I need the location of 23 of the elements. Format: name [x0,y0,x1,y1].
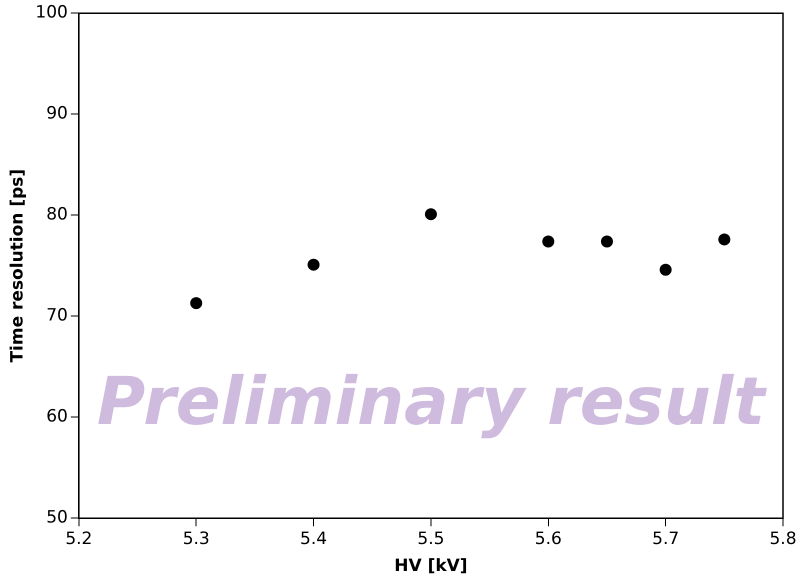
x-tick-label: 5.7 [652,528,680,549]
point [308,258,320,271]
point [542,235,554,248]
y-tick-label: 50 [46,508,68,528]
point [190,297,202,310]
point [424,208,437,220]
x-tick-label: 5.2 [65,528,92,549]
y-tick-label: 70 [46,306,68,326]
x-tick-label: 5.8 [769,528,797,549]
point [660,264,672,276]
annotation: Preliminary result [96,363,768,440]
point [718,233,730,246]
x-tick-label: 5.5 [417,528,444,549]
y-tick-label: 60 [46,406,68,427]
y-axis-title: Time resolution [ps] [8,168,28,363]
x-tick-label: 5.3 [182,528,210,549]
x-axis-title: HV [kV] [394,556,468,576]
y-tick-label: 100 [35,2,68,23]
point [600,235,613,248]
x-tick-label: 5.4 [300,528,328,549]
x-tick-label: 5.6 [534,528,562,549]
y-tick-label: 90 [46,104,68,124]
y-tick-label: 80 [46,204,68,225]
